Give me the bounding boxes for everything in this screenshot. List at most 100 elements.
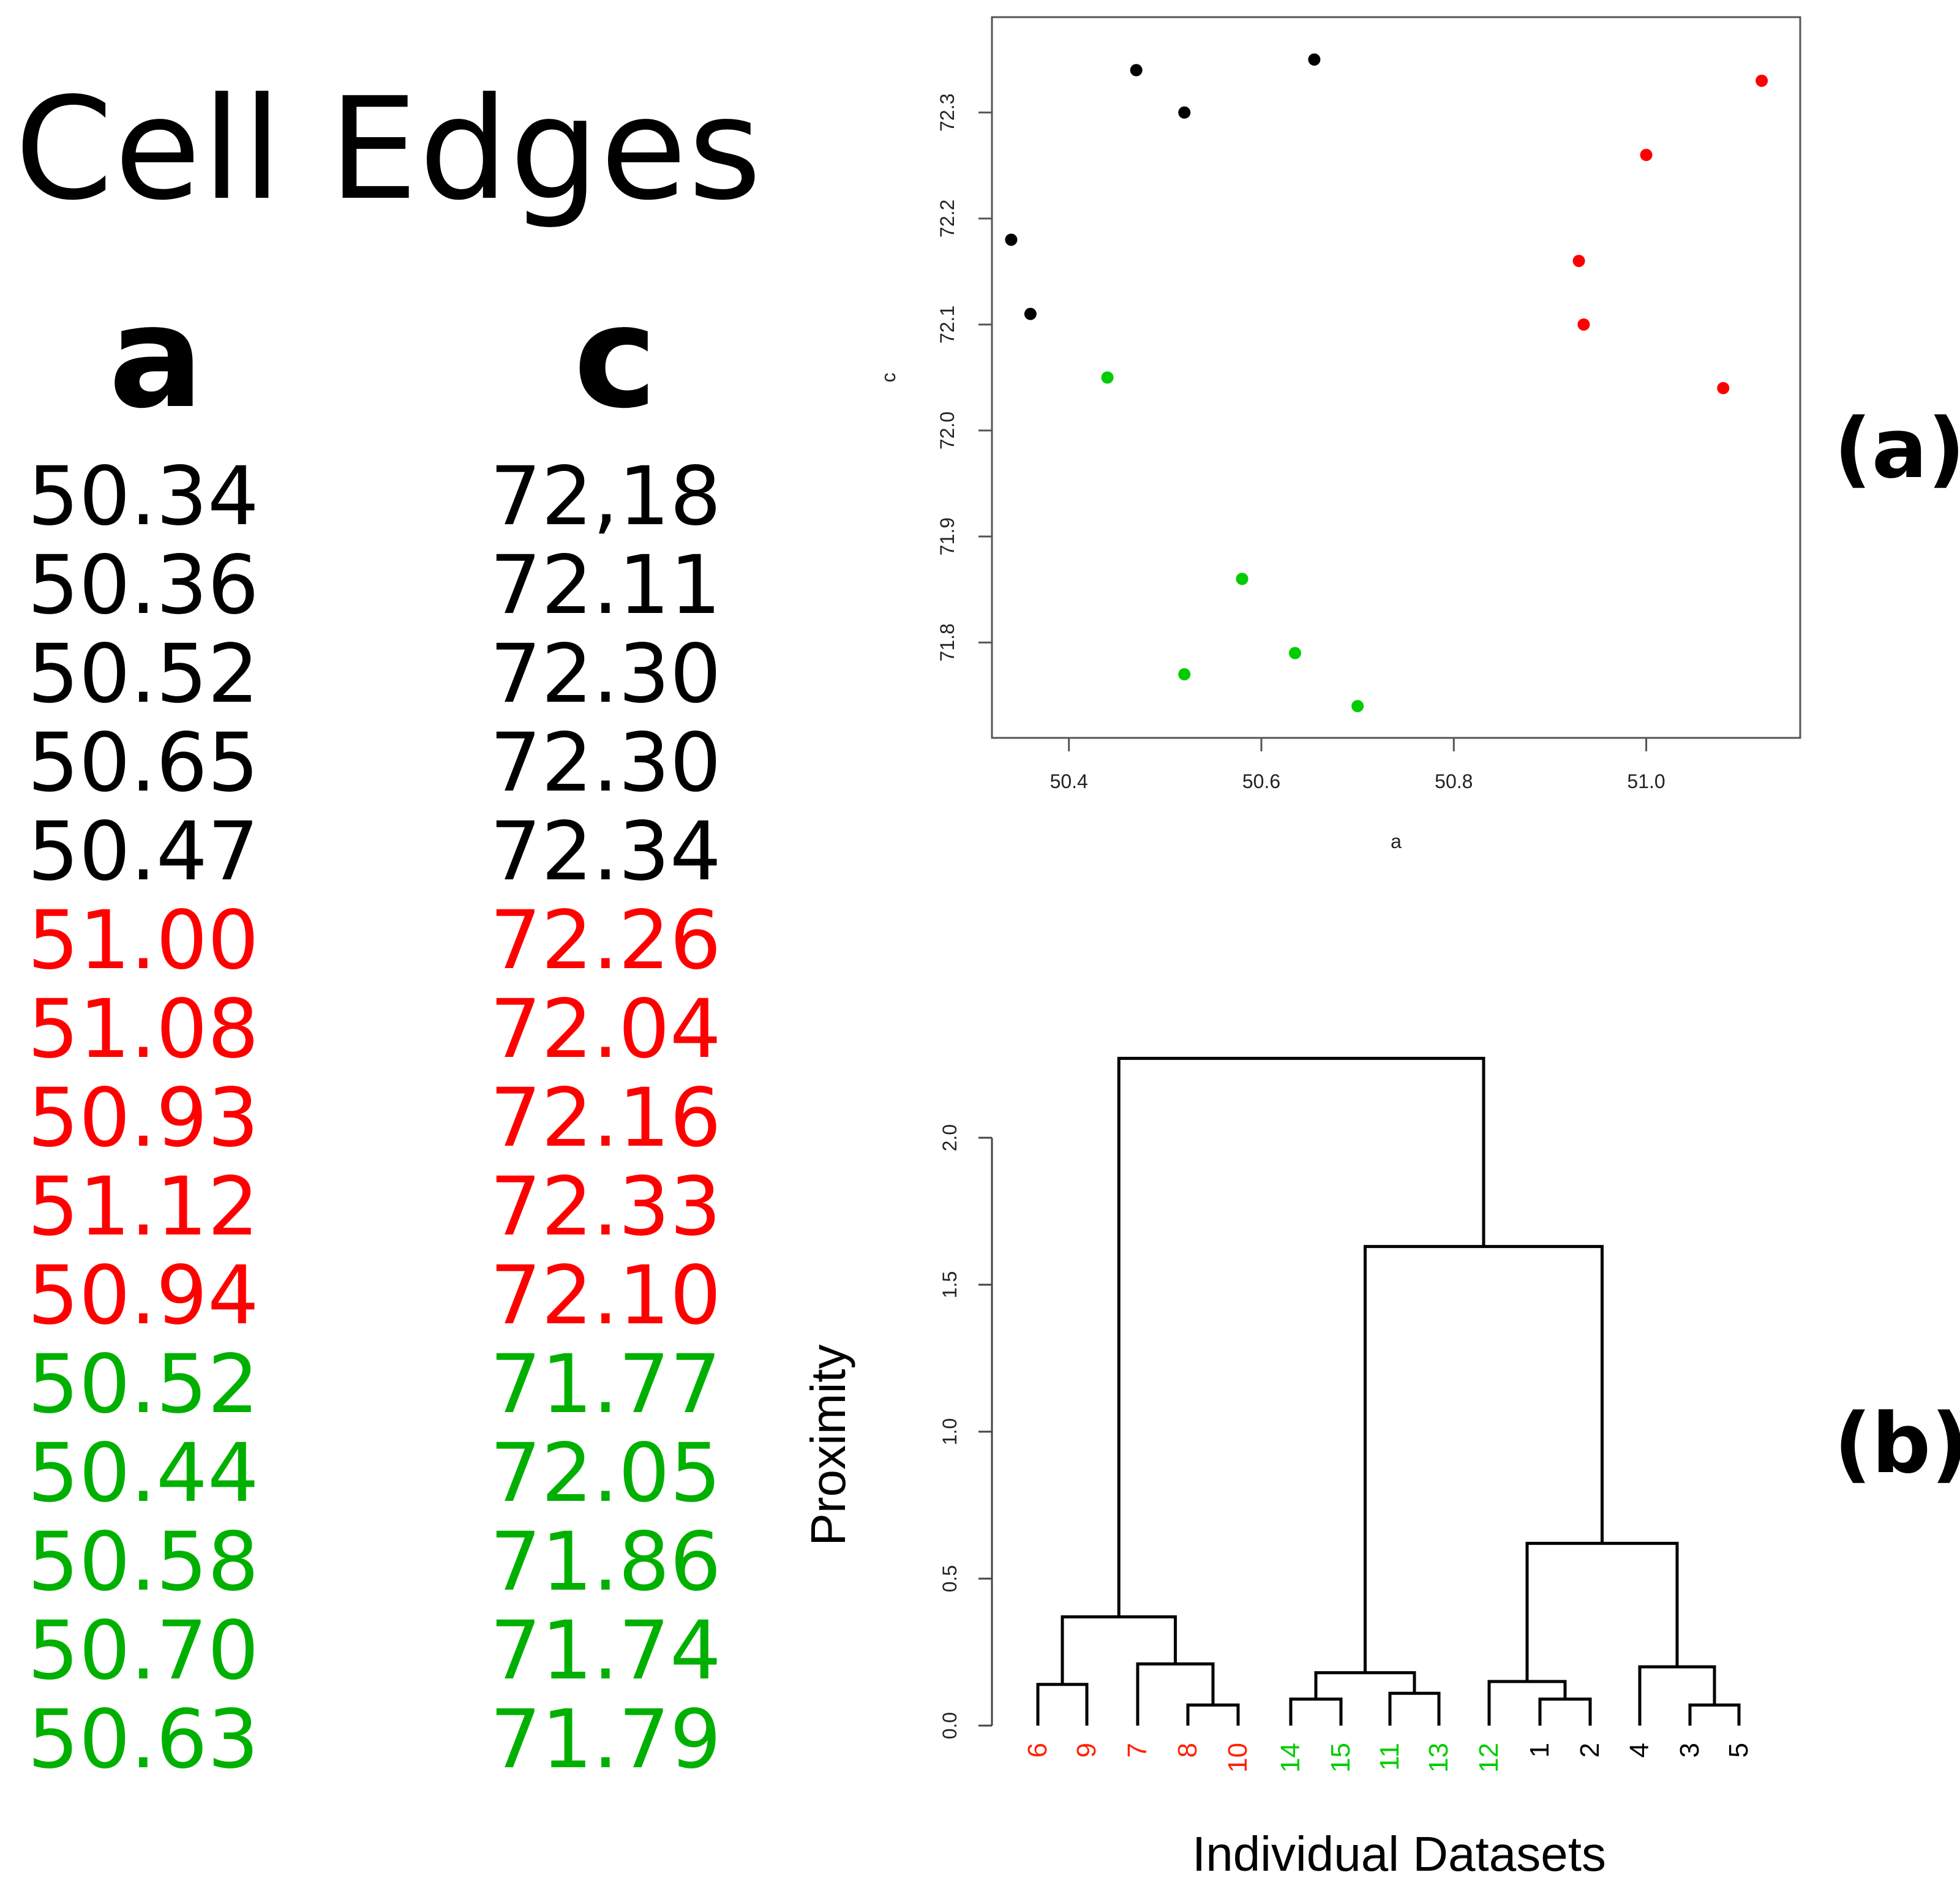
leaf-label: 12 [1474, 1743, 1504, 1773]
table-cell-a: 50.63 [28, 1693, 259, 1787]
table-cell-c: 72.10 [490, 1249, 721, 1343]
scatter-point-red [1640, 149, 1653, 162]
dendrogram-branch [1186, 1703, 1240, 1726]
x-axis-label: Individual Datasets [1192, 1827, 1606, 1881]
panel-label-b: (b) [1834, 1396, 1960, 1492]
scatter-point-green [1236, 573, 1248, 585]
leaf-label: 13 [1424, 1743, 1454, 1773]
table-cell-a: 50.93 [28, 1071, 259, 1165]
dendrogram-branch [1525, 1541, 1679, 1682]
leaf-label: 9 [1072, 1743, 1102, 1757]
y-tick-label: 1.0 [939, 1418, 961, 1445]
table-cell-c: 72.34 [490, 805, 721, 899]
dendrogram-branch [1061, 1615, 1177, 1685]
table-cell-a: 50.70 [28, 1604, 259, 1698]
leaf-label: 1 [1525, 1743, 1555, 1757]
leaf-label: 4 [1624, 1743, 1654, 1757]
column-header-c: c [573, 276, 658, 440]
dendrogram-branch [1314, 1671, 1416, 1699]
y-tick-label: 0.5 [939, 1565, 961, 1592]
x-tick-label: 50.4 [1050, 770, 1088, 792]
leaf-label: 14 [1275, 1743, 1305, 1773]
leaf-label: 10 [1223, 1743, 1253, 1773]
table-cell-a: 50.58 [28, 1515, 259, 1609]
leaf-label: 11 [1375, 1743, 1405, 1771]
dendrogram-branch [1688, 1703, 1741, 1726]
leaf-label: 15 [1326, 1743, 1356, 1773]
scatter-point-red [1755, 74, 1768, 87]
scatter-point-black [1178, 106, 1191, 119]
dendrogram-branch [1487, 1680, 1567, 1726]
y-tick-label: 72.2 [936, 200, 958, 238]
table-cell-a: 50.52 [28, 627, 259, 721]
y-tick-label: 71.8 [936, 623, 958, 661]
scatter-point-green [1178, 668, 1191, 681]
y-tick-label: 0.0 [939, 1712, 961, 1739]
leaf-label: 7 [1122, 1743, 1152, 1757]
table-cell-c: 72.33 [490, 1160, 721, 1254]
table-cell-a: 50.44 [28, 1426, 259, 1520]
scatter-point-red [1572, 255, 1585, 268]
column-header-a: a [108, 276, 204, 440]
scatter-point-green [1101, 371, 1114, 384]
scatter-point-green [1351, 700, 1364, 713]
table-cell-c: 72.30 [490, 627, 721, 721]
y-axis-label: c [877, 373, 899, 383]
scatter-point-red [1577, 318, 1590, 331]
table-cell-c: 72.11 [490, 538, 721, 633]
leaf-label: 8 [1173, 1743, 1203, 1757]
table-cell-c: 72.26 [490, 893, 721, 988]
table-cell-a: 50.65 [28, 716, 259, 810]
dendrogram-branch [1036, 1683, 1089, 1726]
table-cell-a: 50.52 [28, 1337, 259, 1432]
y-tick-label: 1.5 [939, 1271, 961, 1298]
table-cell-c: 72.16 [490, 1071, 721, 1165]
y-axis-label: Proximity [801, 1345, 855, 1546]
x-tick-label: 51.0 [1627, 770, 1665, 792]
leaf-label: 5 [1724, 1743, 1754, 1757]
table-cell-a: 51.08 [28, 982, 259, 1077]
table-cell-c: 72.05 [490, 1426, 721, 1520]
dendrogram-branch [1364, 1245, 1604, 1673]
dendrogram-branch [1388, 1691, 1441, 1726]
table-cell-c: 72.04 [490, 982, 721, 1077]
dendrogram-branch [1117, 1056, 1485, 1617]
x-axis-label: a [1391, 830, 1402, 852]
page-title: Cell Edges [15, 68, 763, 231]
plot-frame [991, 16, 1801, 739]
dendrogram-branch [1289, 1697, 1343, 1726]
x-tick-label: 50.6 [1242, 770, 1280, 792]
table-cell-a: 51.12 [28, 1160, 259, 1254]
y-tick-label: 72.0 [936, 411, 958, 449]
panel-label-a: (a) [1834, 400, 1960, 497]
scatter-point-black [1005, 233, 1018, 246]
table-cell-c: 71.86 [490, 1515, 721, 1609]
table-cell-c: 71.77 [490, 1337, 721, 1432]
dendrogram-branch [1638, 1665, 1716, 1726]
scatter-chart: 50.4 50.6 50.8 51.0 71.8 71.9 72.0 72.1 72.2 72.3… [877, 16, 1801, 852]
scatter-point-black [1130, 64, 1143, 77]
table-cell-a: 50.47 [28, 805, 259, 899]
table-cell-a: 50.34 [28, 449, 259, 544]
scatter-point-black [1308, 53, 1321, 66]
dendrogram-branch [1538, 1697, 1592, 1726]
table-cell-c: 71.79 [490, 1693, 721, 1787]
scatter-point-green [1289, 647, 1301, 660]
table-cell-a: 50.94 [28, 1249, 259, 1343]
y-tick-label: 72.3 [936, 94, 958, 132]
leaf-label: 3 [1675, 1743, 1705, 1757]
table-cell-a: 51.00 [28, 893, 259, 988]
scatter-point-red [1717, 381, 1730, 394]
scatter-point-black [1024, 307, 1037, 320]
y-tick-label: 2.0 [939, 1124, 961, 1151]
table-cell-c: 72,18 [490, 449, 721, 544]
y-tick-label: 71.9 [936, 517, 958, 555]
dendrogram-branch [1136, 1662, 1215, 1726]
x-tick-label: 50.8 [1435, 770, 1473, 792]
table-cell-a: 50.36 [28, 538, 259, 633]
leaf-label: 2 [1575, 1743, 1605, 1757]
table-cell-c: 71.74 [490, 1604, 721, 1698]
y-tick-label: 72.1 [936, 306, 958, 344]
table-cell-c: 72.30 [490, 716, 721, 810]
